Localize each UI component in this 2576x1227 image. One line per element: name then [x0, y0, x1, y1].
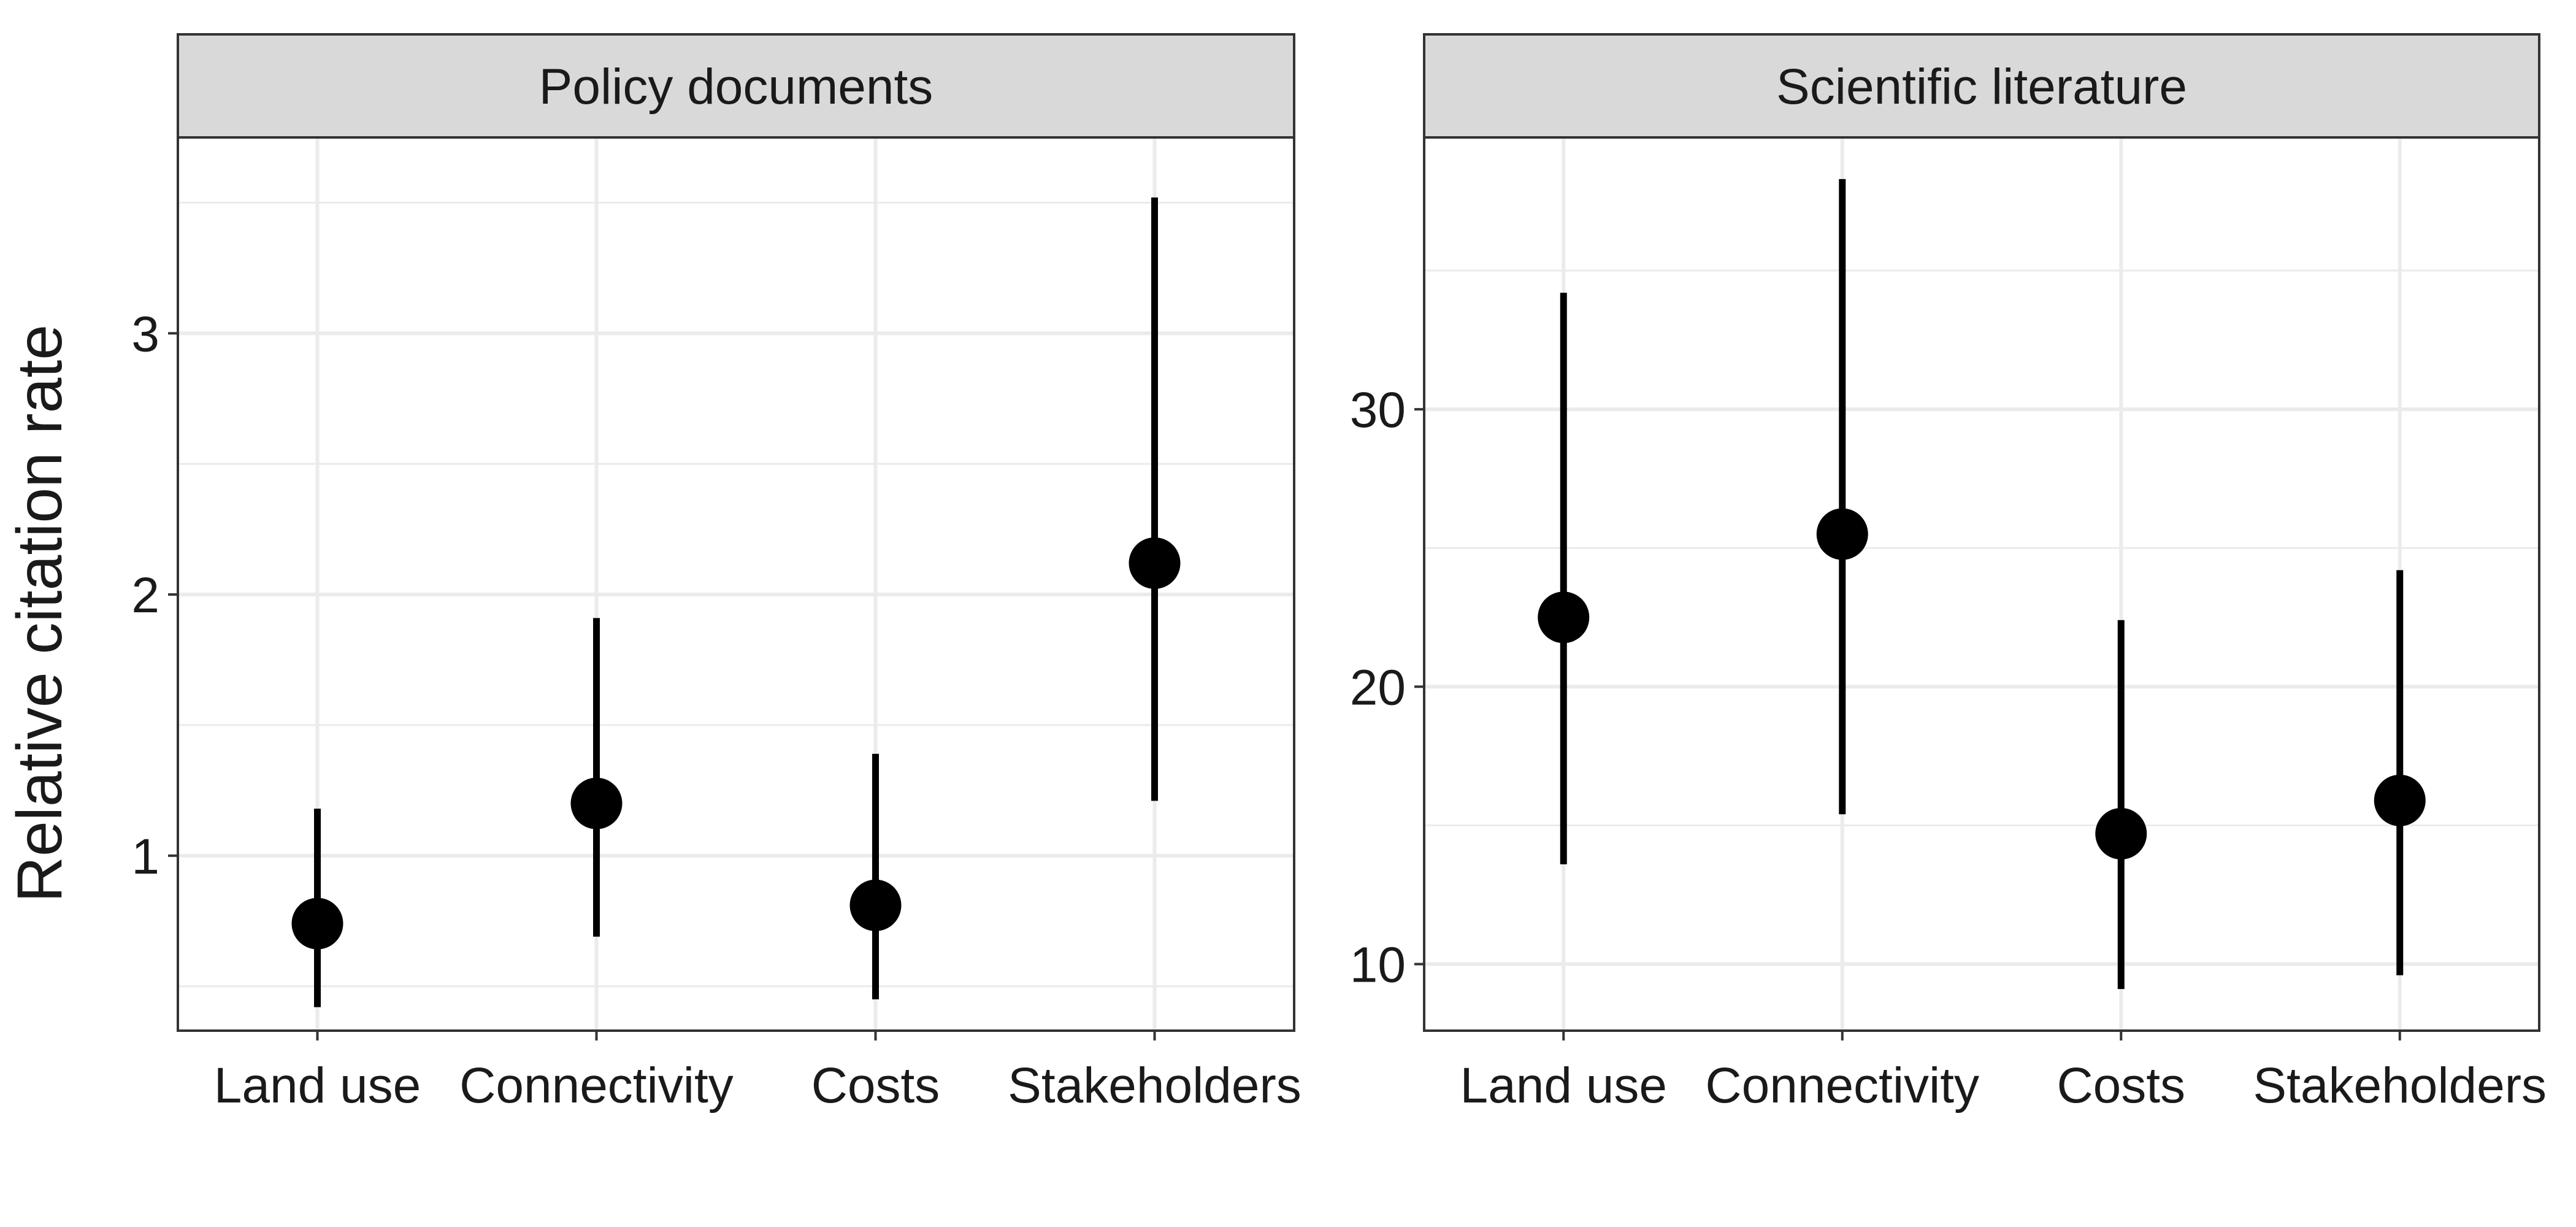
x-tick-label: Connectivity: [459, 1058, 734, 1114]
panels: Policy documents 1 2 3 Land use Connectivity C…: [131, 33, 2547, 1114]
x-tick-label: Stakeholders: [1008, 1058, 1301, 1114]
y-tick-label: 20: [1350, 660, 1406, 715]
y-tick-label: 2: [131, 567, 159, 623]
facet-strip-title: Scientific literature: [1776, 59, 2187, 115]
x-tick-label: Costs: [2057, 1058, 2185, 1114]
facet-strip-title: Policy documents: [539, 59, 933, 115]
x-tick-label: Costs: [811, 1058, 940, 1114]
panel-1: Scientific literature 10 20 30 Land use Conne…: [1350, 33, 2547, 1114]
panel-border: [177, 136, 1295, 1032]
estimate-point: [1538, 591, 1590, 644]
estimate-point: [2095, 807, 2147, 860]
estimate-point: [849, 879, 902, 931]
estimate-point: [291, 898, 343, 950]
y-tick-label: 3: [131, 306, 159, 362]
panel-background: [178, 137, 1294, 1031]
y-axis-title: Relative citation rate: [4, 325, 75, 902]
estimate-point: [2374, 774, 2426, 826]
estimate-point: [1129, 537, 1181, 589]
panel-0: Policy documents 1 2 3 Land use Connectivity C…: [131, 33, 1301, 1114]
x-tick-label: Stakeholders: [2253, 1058, 2547, 1114]
facet-strip: [1423, 33, 2540, 139]
y-tick-label: 1: [131, 829, 159, 885]
y-tick-label: 10: [1350, 937, 1406, 993]
panel-background: [1424, 137, 2539, 1031]
x-tick-label: Land use: [214, 1058, 421, 1114]
x-tick-label: Land use: [1460, 1058, 1667, 1114]
estimate-point: [570, 777, 623, 829]
x-tick-label: Connectivity: [1705, 1058, 1979, 1114]
panel-border: [1423, 136, 2540, 1032]
facet-strip: [177, 33, 1295, 139]
estimate-point: [1816, 508, 1868, 560]
y-tick-label: 30: [1350, 382, 1406, 438]
